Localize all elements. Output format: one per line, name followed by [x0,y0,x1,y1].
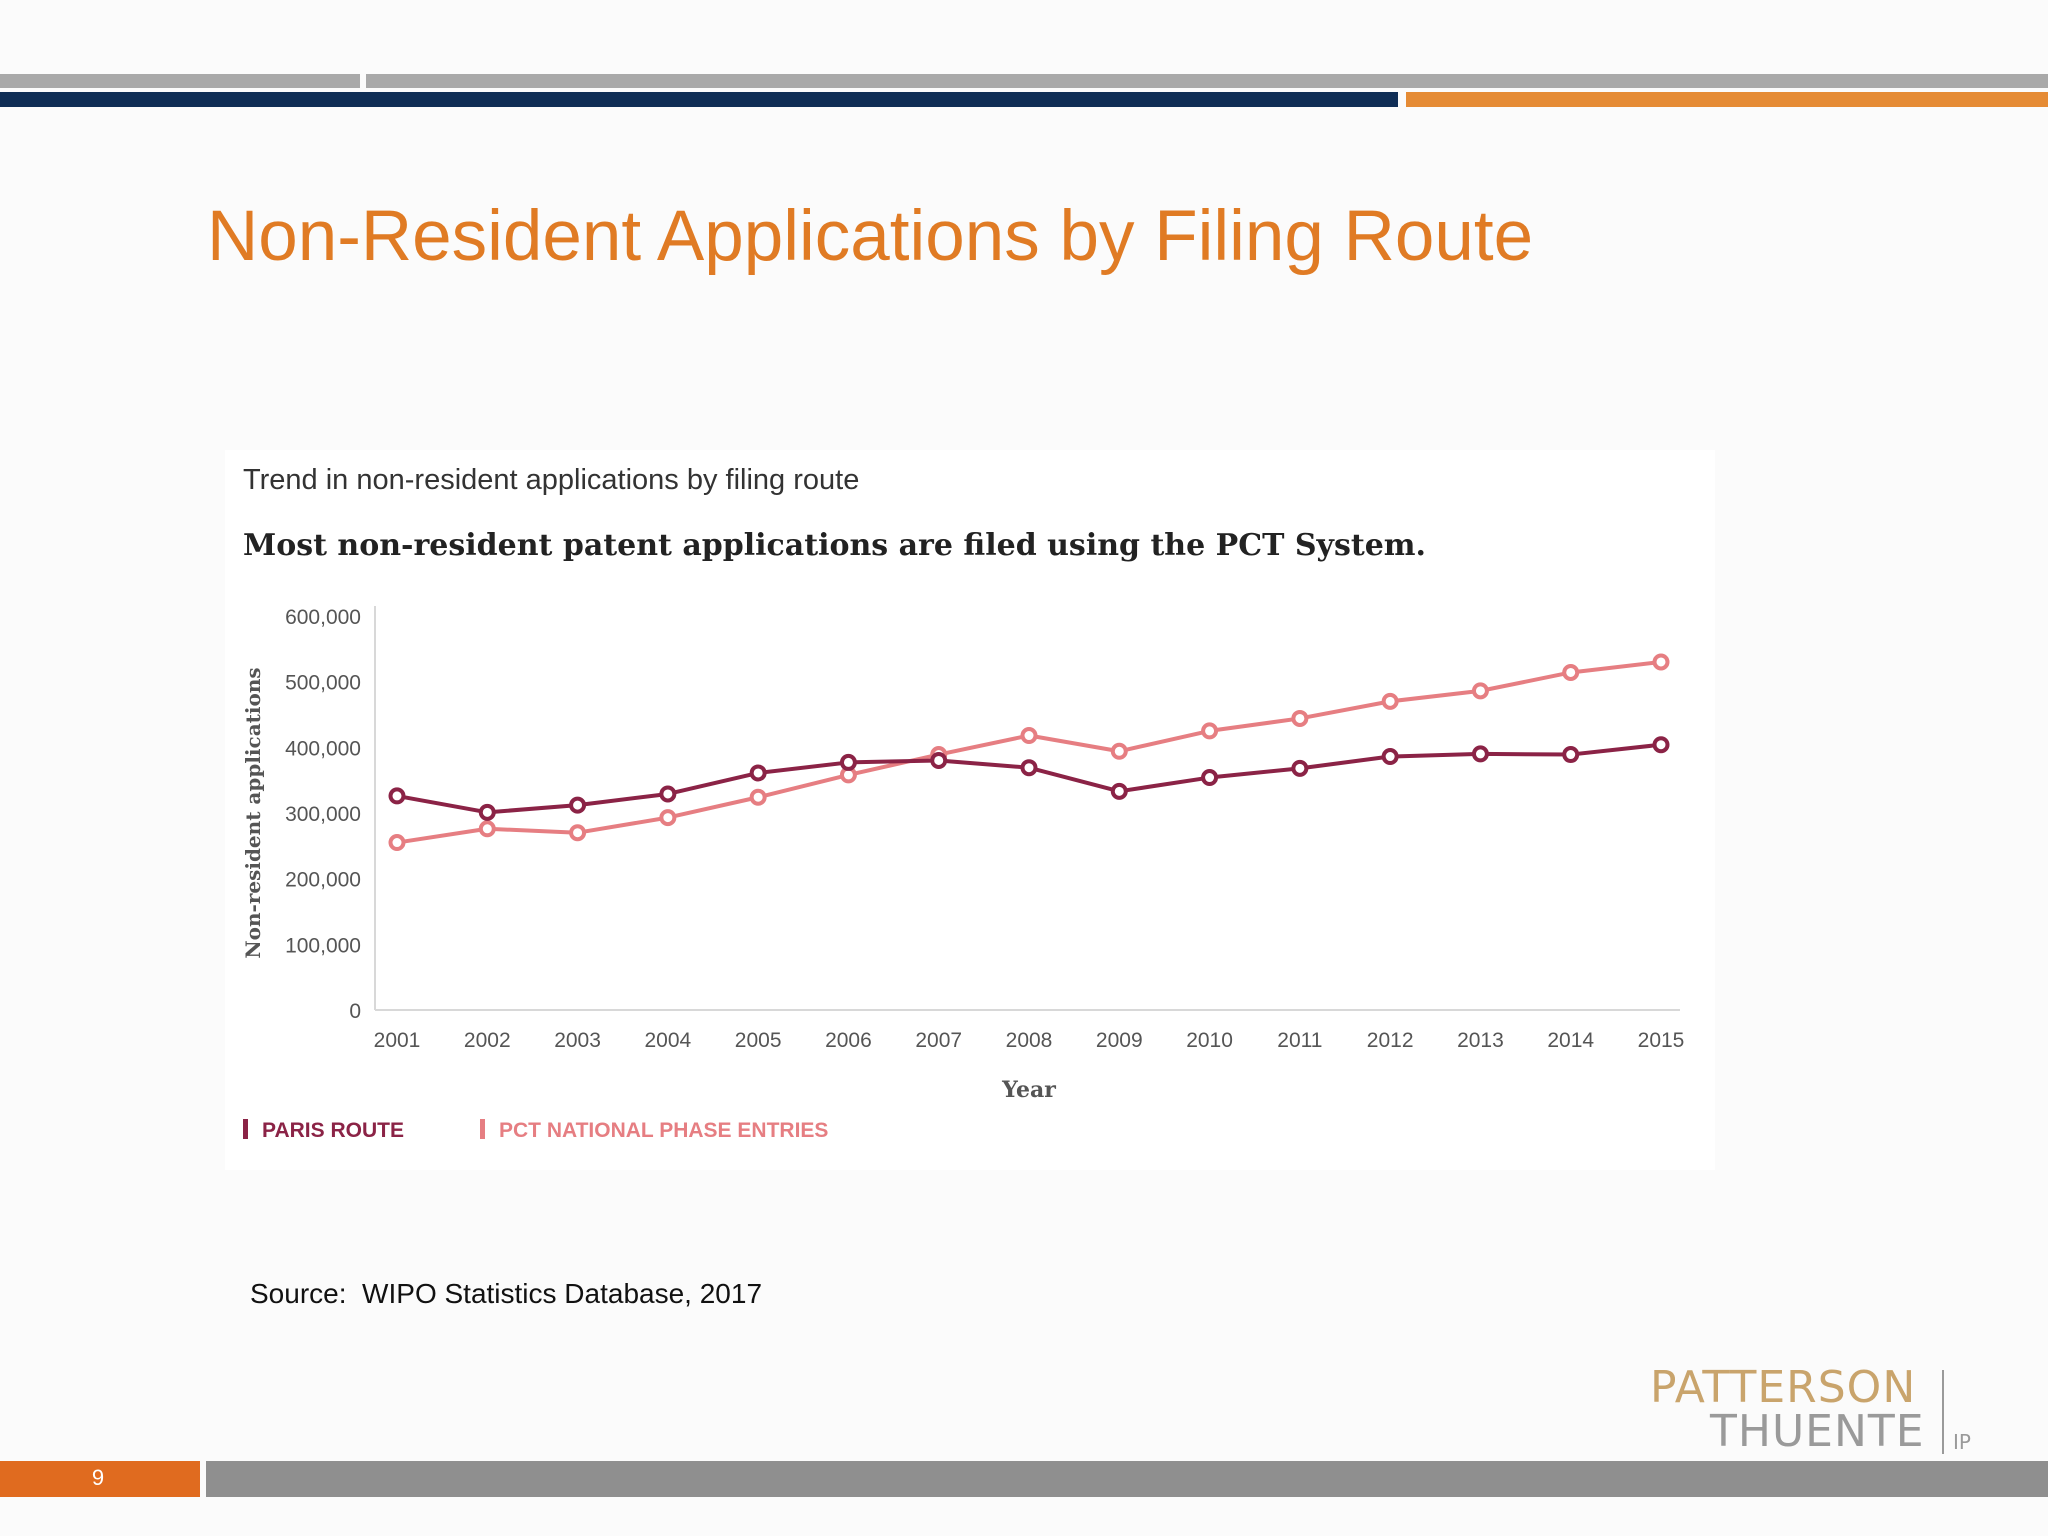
company-logo: PATTERSON THUENTE IP [1645,1362,1985,1462]
logo-line2: THUENTE [1710,1406,1925,1457]
source-note: Source: WIPO Statistics Database, 2017 [250,1278,763,1309]
x-tick-label: 2005 [735,1029,782,1052]
x-tick-label: 2008 [1006,1029,1053,1052]
data-point-1 [1110,742,1128,760]
data-point-0 [1652,736,1670,754]
data-point-0 [1562,746,1580,764]
x-tick-label: 2004 [644,1029,691,1052]
x-tick-label: 2002 [464,1029,511,1052]
footer-gray-bar [206,1461,2048,1497]
data-point-0 [569,796,587,814]
top-orange-bar [1406,92,2048,107]
x-tick-label: 2003 [554,1029,601,1052]
logo-divider [1942,1370,1944,1454]
legend-label: PCT NATIONAL PHASE ENTRIES [499,1119,828,1142]
chart-subtitle: Most non-resident patent applications ar… [243,528,1426,563]
data-point-0 [749,764,767,782]
legend-swatch [480,1119,485,1139]
x-tick-label: 2007 [915,1029,962,1052]
data-point-1 [388,834,406,852]
top-gray-bar-left [0,74,360,88]
y-tick-label: 100,000 [285,934,361,957]
data-point-0 [930,751,948,769]
data-point-0 [1020,759,1038,777]
page-number: 9 [91,1465,105,1490]
x-tick-label: 2001 [374,1029,421,1052]
data-point-1 [478,820,496,838]
data-point-1 [1471,682,1489,700]
data-point-1 [1652,653,1670,671]
data-point-0 [1381,748,1399,766]
data-point-1 [749,788,767,806]
x-tick-label: 2011 [1277,1029,1322,1052]
x-tick-label: 2010 [1186,1029,1233,1052]
y-tick-label: 200,000 [285,869,361,892]
x-tick-label: 2009 [1096,1029,1143,1052]
top-navy-bar [0,92,1398,107]
data-point-1 [1562,663,1580,681]
data-point-0 [1201,769,1219,787]
data-point-1 [1020,727,1038,745]
y-tick-label: 600,000 [285,606,361,629]
y-tick-label: 500,000 [285,672,361,695]
series-line-0 [396,742,1662,815]
data-point-0 [1471,745,1489,763]
x-axis-title: Year [1001,1077,1056,1103]
data-point-0 [1291,759,1309,777]
data-point-1 [659,809,677,827]
top-gray-bar-right [366,74,2048,88]
data-point-0 [839,753,857,771]
data-point-0 [1110,782,1128,800]
chart-figure: Trend in non-resident applications by fi… [225,450,1715,1170]
x-tick-label: 2012 [1367,1029,1414,1052]
x-tick-label: 2014 [1547,1029,1594,1052]
page-number-box: 9 [0,1461,200,1497]
legend-swatch [243,1119,248,1139]
y-tick-label: 300,000 [285,803,361,826]
data-point-1 [1381,692,1399,710]
x-tick-label: 2006 [825,1029,872,1052]
logo-ip-suffix: IP [1953,1430,1971,1454]
data-point-0 [388,787,406,805]
data-point-0 [659,785,677,803]
logo-line1: PATTERSON [1650,1362,1917,1413]
y-tick-label: 0 [349,1000,361,1023]
data-point-1 [1291,709,1309,727]
x-tick-label: 2015 [1638,1029,1685,1052]
data-point-1 [569,824,587,842]
chart-title: Trend in non-resident applications by fi… [243,464,859,496]
line-chart: Trend in non-resident applications by fi… [241,464,1685,1142]
y-tick-label: 400,000 [285,737,361,760]
x-tick-label: 2013 [1457,1029,1504,1052]
y-axis-title: Non-resident applications [241,667,265,958]
slide-title: Non-Resident Applications by Filing Rout… [207,197,1534,276]
data-point-0 [478,803,496,821]
legend-label: PARIS ROUTE [262,1119,404,1142]
data-point-1 [1201,722,1219,740]
